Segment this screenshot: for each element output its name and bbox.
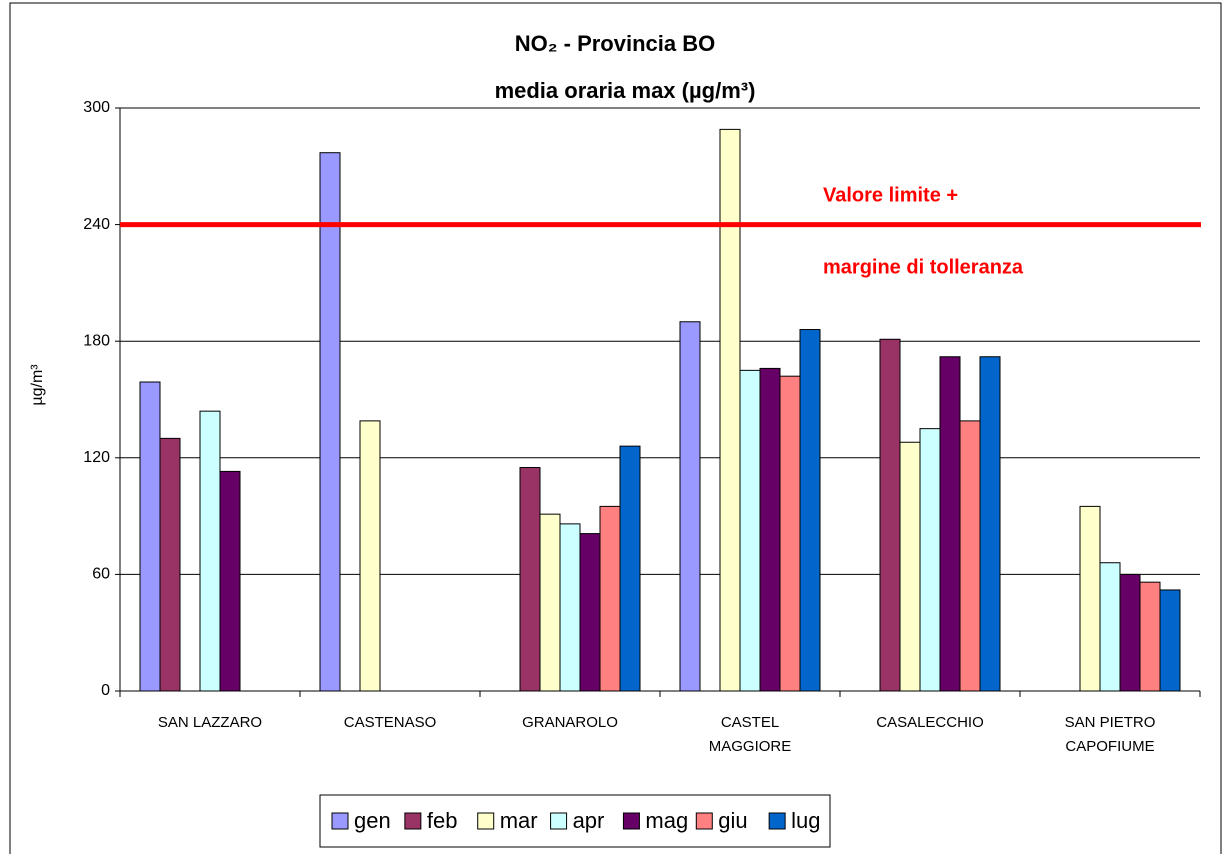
bar: [779, 375, 801, 692]
y-tick-label: 300: [83, 99, 110, 116]
bar: [899, 441, 921, 692]
bar: [799, 329, 821, 692]
legend-swatch: [695, 812, 713, 830]
y-tick-label: 180: [83, 332, 110, 349]
bar: [719, 128, 741, 692]
bar: [919, 428, 941, 692]
legend-swatch: [768, 812, 786, 830]
bar: [879, 338, 901, 692]
chart-title: NO₂ - Provincia BO: [515, 31, 715, 56]
legend-label: mag: [645, 808, 688, 833]
legend-label: mar: [500, 808, 538, 833]
legend-swatch: [622, 812, 640, 830]
bar: [599, 505, 621, 692]
y-axis-label: µg/m³: [29, 364, 46, 406]
y-tick-label: 0: [101, 682, 110, 699]
bar: [1139, 581, 1161, 692]
x-tick-label: GRANAROLO: [522, 714, 618, 731]
bar: [219, 470, 241, 692]
legend-label: giu: [718, 808, 747, 833]
bar: [159, 437, 181, 692]
legend-swatch: [477, 812, 495, 830]
bar: [1159, 589, 1181, 692]
legend-label: feb: [427, 808, 458, 833]
chart-subtitle: media oraria max (µg/m³): [495, 78, 756, 103]
reference-label: margine di tolleranza: [823, 256, 1024, 278]
x-tick-label: CASTEL MAGGIORE: [709, 714, 792, 755]
legend-label: apr: [573, 808, 605, 833]
legend-swatch: [404, 812, 422, 830]
x-tick-label: SAN LAZZARO: [158, 714, 262, 731]
bar: [319, 152, 341, 692]
x-tick-label: CASTENASO: [344, 714, 437, 731]
y-tick-label: 60: [92, 566, 110, 583]
reference-label: Valore limite +: [823, 184, 958, 206]
bar: [199, 410, 221, 692]
bar: [359, 420, 381, 692]
bar: [979, 356, 1001, 692]
bar: [679, 321, 701, 692]
x-tick-label: SAN PIETRO CAPOFIUME: [1065, 714, 1156, 755]
legend-label: lug: [791, 808, 820, 833]
bar: [1079, 505, 1101, 692]
bar: [1119, 573, 1141, 692]
bar: [519, 467, 541, 692]
y-tick-label: 240: [83, 216, 110, 233]
y-tick-label: 120: [83, 449, 110, 466]
bar: [959, 420, 981, 692]
x-tick-label: CASALECCHIO: [876, 714, 984, 731]
bar: [539, 513, 561, 692]
bar: [579, 533, 601, 692]
legend-swatch: [331, 812, 349, 830]
legend-swatch: [550, 812, 568, 830]
legend-label: gen: [354, 808, 391, 833]
bar: [619, 445, 641, 692]
bar: [759, 367, 781, 692]
bar: [1099, 562, 1121, 692]
bar: [139, 381, 161, 692]
bar: [939, 356, 961, 692]
bar: [559, 523, 581, 692]
bar: [739, 369, 761, 692]
